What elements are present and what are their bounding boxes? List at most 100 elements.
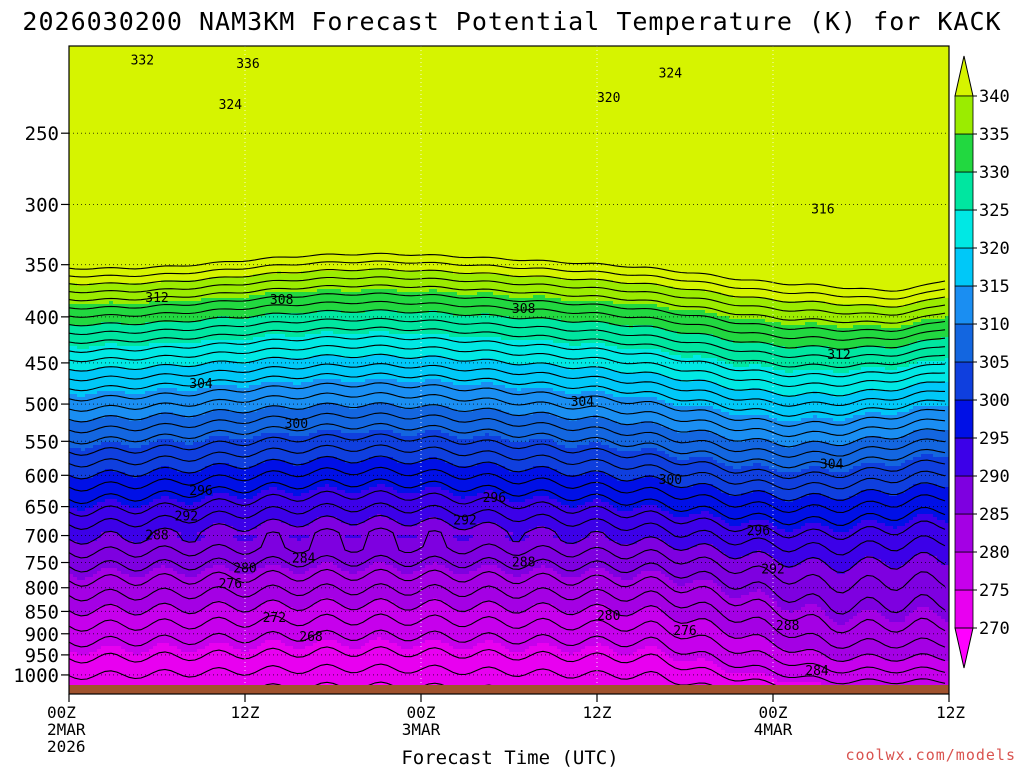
isotherm-label: 276 [219,577,242,592]
isotherm-label: 288 [512,555,535,570]
isotherm-label: 336 [236,57,259,72]
isotherm-contours [69,252,946,694]
y-tick-label: 700 [25,526,59,548]
colorbar-extend-max [954,55,974,97]
isotherm-label: 312 [827,348,850,363]
x-tick-label: 2026 [47,737,86,756]
colorbar-swatch [954,247,974,287]
isotherm-label: 300 [659,473,682,488]
isotherm-line [69,598,946,662]
colorbar-tick-label: 330 [979,163,1010,183]
isotherm-label: 304 [820,457,844,472]
isotherm-label: 292 [761,563,784,578]
isotherm-line [69,554,946,615]
isotherm-line [69,292,946,332]
isotherm-label: 268 [299,630,322,645]
isotherm-line [69,466,946,514]
x-tick-label: 00Z [407,703,436,722]
colorbar-tick-label: 280 [979,543,1010,563]
isotherm-label: 296 [747,524,770,539]
isotherm-line [69,300,946,341]
isotherm-line [69,284,946,324]
isotherm-line [69,382,946,427]
y-tick-label: 400 [25,307,59,329]
isotherm-line [69,309,946,350]
isotherm-line [69,260,946,300]
isotherm-label: 288 [776,619,799,634]
colorbar-swatch [954,589,974,629]
y-tick-label: 500 [25,394,59,416]
isotherm-line [69,363,946,407]
grid-lines [69,46,949,694]
isotherm-label: 280 [597,609,620,624]
isotherm-line [69,455,946,502]
y-tick-label: 1000 [13,665,59,687]
isotherm-label: 304 [189,377,213,392]
isotherm-label: 284 [805,664,829,679]
isotherm-line [69,444,946,491]
colorbar-swatch [954,513,974,553]
y-tick-label: 300 [25,194,59,216]
colorbar-tick-label: 320 [979,239,1010,259]
x-tick-label: 12Z [936,703,965,722]
isotherm-label: 312 [145,291,168,306]
y-tick-label: 550 [25,431,59,453]
isotherm-line [69,402,946,448]
colorbar-swatch [954,133,974,173]
x-tick-label: 12Z [583,703,612,722]
y-tick-label: 250 [25,123,59,145]
isotherm-line [69,317,946,359]
y-tick-label: 600 [25,465,59,487]
colorbar-swatch [954,399,974,439]
colorbar-tick-label: 305 [979,353,1010,373]
y-axis: 2503003504004505005506006507007508008509… [13,123,69,687]
colorbar-swatch [954,209,974,249]
isotherm-line [69,353,946,397]
x-tick-label: 00Z [47,703,76,722]
colorbar-tick-label: 285 [979,505,1010,525]
x-tick-label: 00Z [759,703,788,722]
isotherm-label: 308 [270,293,293,308]
plot-area: 332 336 324 324 320 316 312 312 308 308 304 304 304 3… [69,46,949,694]
colorbar-tick-label: 340 [979,87,1010,107]
isotherm-line [69,514,946,574]
colorbar-tick-label: 300 [979,391,1010,411]
isotherm-label: 280 [233,562,256,577]
isotherm-line [69,583,946,649]
isotherm-line [69,629,946,685]
isotherm-label: 276 [673,624,696,639]
y-tick-label: 850 [25,601,59,623]
isotherm-line [69,527,946,594]
isotherm-label: 288 [145,528,168,543]
isotherm-label: 292 [175,510,198,525]
colorbar-tick-label: 315 [979,277,1010,297]
colorbar-swatch [954,323,974,363]
y-tick-label: 650 [25,497,59,519]
isotherm-line [69,392,946,438]
x-tick-label: 2MAR [47,720,86,739]
isotherm-line [69,502,946,556]
x-tick-label: 4MAR [754,720,793,739]
isotherm-label: 332 [131,53,154,68]
isotherm-line [69,268,946,308]
isotherm-label: 292 [453,514,476,529]
surface-ground [69,685,949,694]
colorbar-tick-label: 335 [979,125,1010,145]
isotherm-line [69,412,946,458]
isotherm-labels: 332 336 324 324 320 316 312 312 308 308 304 304 304 3… [131,53,851,679]
source-watermark[interactable]: coolwx.com/models [845,746,1016,764]
colorbar: 270 275 280 285 290 295 300 305 310 315 320 325 330 3… [954,55,1010,669]
colorbar-swatch [954,475,974,515]
isotherm-label: 304 [571,395,595,410]
colorbar-tick-label: 275 [979,581,1010,601]
colorbar-swatch [954,285,974,325]
isotherm-line [69,490,946,540]
isotherm-label: 296 [189,484,212,499]
colorbar-tick-label: 270 [979,619,1010,639]
chart-title: 2026030200 NAM3KM Forecast Potential Tem… [22,7,1001,36]
colorbar-tick-label: 290 [979,467,1010,487]
color-bands [69,46,949,694]
colorbar-tick-label: 295 [979,429,1010,449]
